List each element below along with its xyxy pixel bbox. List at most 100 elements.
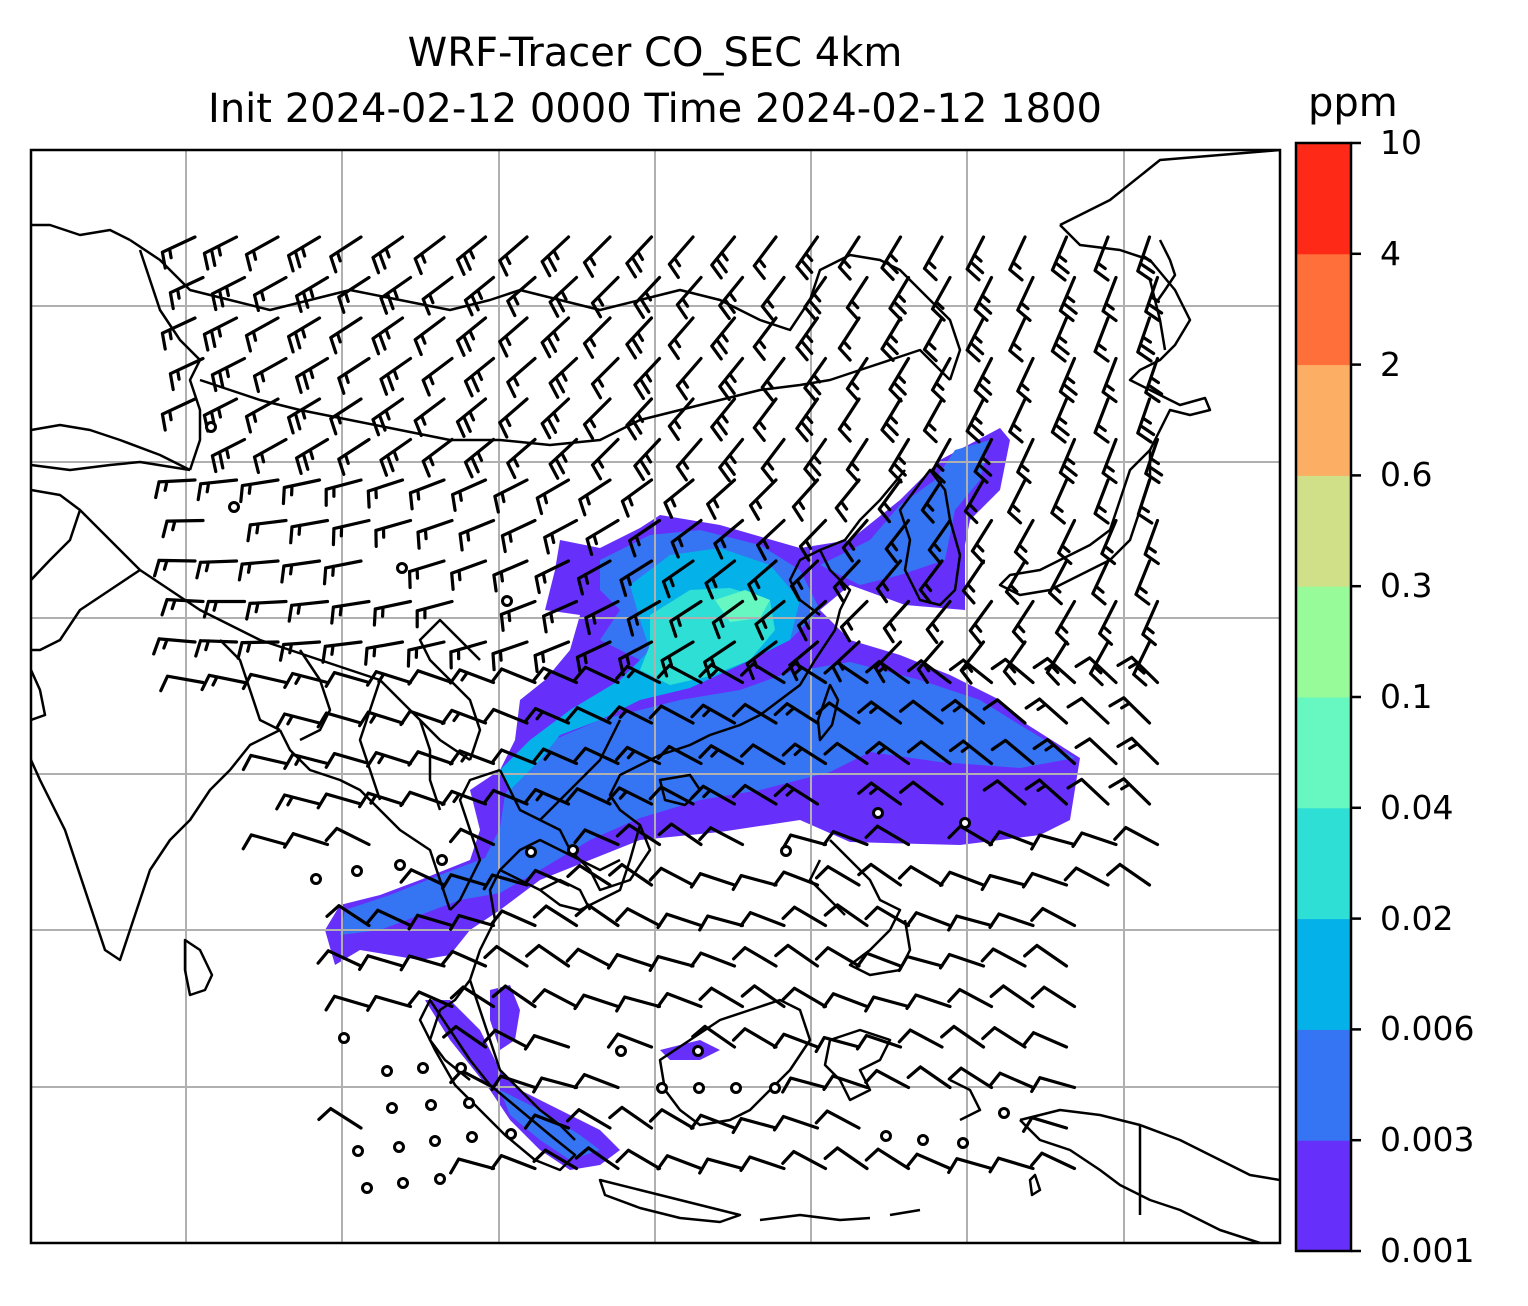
calm-circle bbox=[959, 817, 971, 829]
wind-barb bbox=[774, 943, 820, 968]
calm-circle bbox=[397, 1177, 409, 1189]
wind-barb bbox=[1030, 1151, 1077, 1171]
wind-barb bbox=[675, 275, 703, 320]
wind-barb bbox=[239, 478, 280, 504]
wind-barb bbox=[448, 749, 496, 766]
calm-circle bbox=[417, 1062, 429, 1074]
wind-barb bbox=[882, 599, 911, 644]
wind-barb bbox=[152, 637, 197, 656]
map-title: WRF-Tracer CO_SEC 4km bbox=[407, 30, 903, 76]
wind-barb bbox=[244, 316, 280, 353]
calm-circle bbox=[434, 1173, 446, 1185]
colorbar-tick-label: 0.02 bbox=[1380, 898, 1454, 938]
wind-barb bbox=[371, 397, 405, 437]
wind-barb bbox=[922, 397, 944, 444]
wind-barb bbox=[574, 1146, 620, 1171]
wind-barb bbox=[498, 316, 529, 358]
wind-barb bbox=[988, 1071, 1035, 1090]
wind-barb bbox=[905, 911, 952, 928]
wind-barb bbox=[490, 667, 537, 685]
wind-barb bbox=[490, 909, 537, 928]
wind-barb bbox=[823, 1146, 869, 1171]
wind-barb bbox=[973, 437, 994, 484]
wind-barb bbox=[407, 669, 454, 686]
wind-barb bbox=[543, 518, 579, 555]
wind-barb bbox=[906, 1065, 952, 1090]
wind-barb bbox=[202, 316, 239, 352]
wind-barb bbox=[797, 599, 828, 642]
wind-barb bbox=[573, 828, 620, 847]
wind-barb bbox=[815, 865, 861, 887]
wind-barb bbox=[656, 664, 703, 685]
map-frame bbox=[29, 148, 1282, 1245]
wind-barb bbox=[698, 744, 745, 766]
wind-barb bbox=[252, 275, 288, 313]
wind-barb bbox=[981, 1026, 1027, 1049]
wind-barb bbox=[615, 823, 662, 847]
calm-wind-circles bbox=[205, 421, 1010, 1194]
calm-circle bbox=[501, 595, 513, 607]
wind-barb bbox=[1013, 518, 1035, 565]
wind-barb bbox=[1048, 559, 1069, 606]
wind-barb bbox=[918, 559, 944, 604]
colorbar-tick-label: 0.001 bbox=[1380, 1231, 1475, 1270]
wind-barb bbox=[1136, 235, 1156, 282]
wind-barb bbox=[331, 518, 371, 547]
wind-barb bbox=[970, 518, 994, 565]
wind-barb bbox=[1016, 356, 1035, 403]
wind-barb bbox=[864, 824, 911, 847]
wind-barb bbox=[322, 559, 363, 586]
wind-barb bbox=[667, 397, 695, 441]
wind-barb bbox=[210, 275, 247, 312]
wind-barb bbox=[1098, 599, 1118, 646]
wind-barb bbox=[710, 235, 737, 280]
wind-barb bbox=[633, 437, 662, 481]
wind-barb bbox=[491, 984, 537, 1009]
wind-barb bbox=[366, 908, 413, 928]
wind-barb bbox=[1030, 907, 1077, 928]
wind-barb bbox=[325, 904, 371, 928]
wind-barb bbox=[573, 665, 620, 685]
wind-barb bbox=[628, 518, 662, 558]
wind-barb bbox=[482, 1028, 529, 1049]
wind-barb bbox=[760, 356, 786, 402]
wind-barb bbox=[781, 1076, 828, 1094]
wind-barb bbox=[153, 558, 197, 578]
wind-barb bbox=[656, 912, 703, 930]
wind-barb bbox=[523, 1034, 571, 1051]
calm-circle bbox=[455, 1062, 467, 1074]
wind-barb bbox=[845, 437, 869, 484]
wind-barb bbox=[648, 704, 695, 725]
wind-barb bbox=[619, 559, 654, 597]
wind-barb bbox=[1021, 871, 1069, 889]
colorbar-band bbox=[1296, 918, 1351, 1030]
wind-barb bbox=[938, 952, 986, 970]
wind-barb bbox=[920, 478, 944, 524]
coastlines bbox=[31, 150, 1280, 1243]
wind-barb bbox=[1032, 657, 1077, 685]
wind-barb bbox=[732, 946, 778, 968]
wind-barb bbox=[773, 702, 820, 725]
wind-barb bbox=[159, 674, 205, 693]
calm-circle bbox=[656, 1082, 668, 1094]
calm-circle bbox=[567, 844, 579, 856]
wind-barb bbox=[407, 990, 454, 1009]
wind-barb bbox=[241, 672, 288, 691]
wind-barb bbox=[1132, 640, 1152, 687]
wind-barb bbox=[607, 705, 654, 725]
wind-barb bbox=[1093, 397, 1110, 444]
wind-barb bbox=[1016, 437, 1035, 484]
wind-barb bbox=[864, 1147, 911, 1171]
wind-barb bbox=[698, 1157, 745, 1175]
wind-barb bbox=[968, 599, 994, 645]
wind-barb bbox=[938, 870, 986, 887]
wind-barb bbox=[1101, 356, 1118, 404]
wind-barb bbox=[532, 1076, 579, 1094]
wind-barb bbox=[839, 599, 869, 643]
wind-barb bbox=[880, 316, 903, 362]
wind-barb bbox=[988, 912, 1035, 929]
wind-barb bbox=[317, 1107, 363, 1130]
wind-barb bbox=[927, 518, 952, 564]
wind-barb bbox=[1066, 777, 1110, 806]
wind-barb bbox=[329, 316, 363, 355]
